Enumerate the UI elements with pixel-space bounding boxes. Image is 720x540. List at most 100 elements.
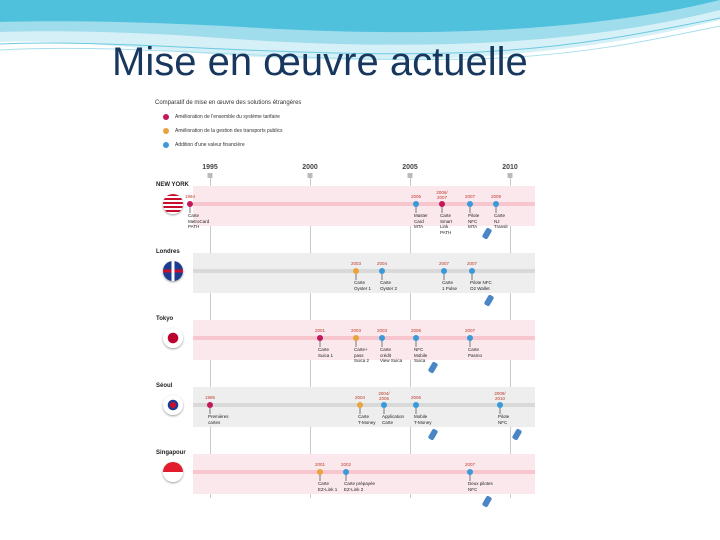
event-marker bbox=[381, 402, 387, 408]
event-marker bbox=[497, 402, 503, 408]
event-marker bbox=[413, 335, 419, 341]
timeline-figure: Comparatif de mise en œuvre des solution… bbox=[153, 98, 543, 508]
event-stem bbox=[381, 274, 383, 280]
event-stem bbox=[355, 274, 357, 280]
event-label: Carte MetroCard PATH bbox=[188, 213, 210, 229]
city-band bbox=[193, 186, 535, 226]
event-stem bbox=[355, 341, 357, 347]
page-title: Mise en œuvre actuelle bbox=[112, 40, 528, 84]
city-band bbox=[193, 387, 535, 427]
event-year: 2003 bbox=[350, 328, 362, 333]
event-label: Carte prépayée EZ-Link 2 bbox=[344, 481, 376, 492]
legend-item: Amélioration de la gestion des transport… bbox=[163, 128, 283, 134]
event-year: 2008 bbox=[490, 194, 502, 199]
event-label: Carte Oyster 1 bbox=[354, 280, 372, 291]
event-year: 2007 bbox=[466, 261, 478, 266]
year-label: 2000 bbox=[302, 164, 318, 171]
event-year: 2003 bbox=[350, 261, 362, 266]
legend-label: Amélioration de l'ensemble du système ta… bbox=[175, 114, 280, 120]
event-stem bbox=[499, 408, 501, 414]
event-marker bbox=[317, 469, 323, 475]
event-year: 2009/ 2010 bbox=[494, 391, 506, 401]
city-flag-icon bbox=[163, 462, 183, 482]
event-year: 2004 bbox=[376, 261, 388, 266]
city-band bbox=[193, 253, 535, 293]
year-tick bbox=[507, 173, 513, 178]
event-label: Carte Suica 1 bbox=[318, 347, 334, 358]
year-label: 2010 bbox=[502, 164, 518, 171]
city-timeline bbox=[193, 403, 535, 407]
event-marker bbox=[467, 469, 473, 475]
event-year: 2007 bbox=[464, 328, 476, 333]
event-year: 2002 bbox=[340, 462, 352, 467]
event-marker bbox=[441, 268, 447, 274]
event-label: Carte EZ-Link 1 bbox=[318, 481, 338, 492]
event-label: NFC Mobile Suica bbox=[414, 347, 428, 363]
legend-item: Addition d'une valeur financière bbox=[163, 142, 245, 148]
event-stem bbox=[189, 207, 191, 213]
event-marker bbox=[379, 268, 385, 274]
event-marker bbox=[413, 201, 419, 207]
event-year: 1994 bbox=[184, 194, 196, 199]
legend-label: Addition d'une valeur financière bbox=[175, 142, 245, 148]
event-year: 2006 bbox=[410, 194, 422, 199]
event-stem bbox=[469, 207, 471, 213]
year-tick bbox=[207, 173, 213, 178]
event-label: Pilote NFC MTA bbox=[468, 213, 480, 229]
city-name: Séoul bbox=[156, 383, 173, 389]
event-label: Carte Oyster 2 bbox=[380, 280, 398, 291]
event-year: 2004 bbox=[354, 395, 366, 400]
year-label: 2005 bbox=[402, 164, 418, 171]
mobile-phone-icon bbox=[427, 428, 439, 441]
city-timeline bbox=[193, 336, 535, 340]
event-marker bbox=[467, 201, 473, 207]
event-stem bbox=[319, 341, 321, 347]
city-flag-icon bbox=[163, 261, 183, 281]
event-label: Carte Pasmo bbox=[468, 347, 483, 358]
event-stem bbox=[469, 341, 471, 347]
event-marker bbox=[357, 402, 363, 408]
event-marker bbox=[493, 201, 499, 207]
year-tick bbox=[407, 173, 413, 178]
event-stem bbox=[415, 341, 417, 347]
event-year: 2006 bbox=[410, 328, 422, 333]
event-label: Pilote NFC O2 Wallet bbox=[470, 280, 492, 291]
event-marker bbox=[353, 268, 359, 274]
year-label: 1995 bbox=[202, 164, 218, 171]
event-label: Carte T-Money bbox=[358, 414, 376, 425]
event-label: Carte+ pass Suica 2 bbox=[354, 347, 370, 363]
city-flag-icon bbox=[163, 328, 183, 348]
city-flag-icon bbox=[163, 194, 183, 214]
event-label: Carte 1 Pulse bbox=[442, 280, 458, 291]
event-stem bbox=[441, 207, 443, 213]
event-label: Premières cartes bbox=[208, 414, 229, 425]
legend-dot bbox=[163, 114, 169, 120]
city-timeline bbox=[193, 269, 535, 273]
event-stem bbox=[209, 408, 211, 414]
event-marker bbox=[413, 402, 419, 408]
figure-title: Comparatif de mise en œuvre des solution… bbox=[155, 100, 302, 106]
year-tick bbox=[307, 173, 313, 178]
event-year: 2007 bbox=[438, 261, 450, 266]
event-marker bbox=[353, 335, 359, 341]
legend-dot bbox=[163, 128, 169, 134]
event-year: 2006 bbox=[410, 395, 422, 400]
event-label: Master Card MTA bbox=[414, 213, 428, 229]
event-stem bbox=[471, 274, 473, 280]
event-year: 2007 bbox=[464, 194, 476, 199]
city-name: Londres bbox=[156, 249, 180, 255]
event-marker bbox=[379, 335, 385, 341]
city-band bbox=[193, 454, 535, 494]
event-stem bbox=[415, 207, 417, 213]
event-year: 2006/ 2007 bbox=[436, 190, 448, 200]
event-year: 2003 bbox=[376, 328, 388, 333]
event-marker bbox=[439, 201, 445, 207]
event-year: 1995 bbox=[204, 395, 216, 400]
city-name: Tokyo bbox=[156, 316, 174, 322]
event-label: Application Carte bbox=[382, 414, 405, 425]
event-label: Mobile T-Money bbox=[414, 414, 432, 425]
event-marker bbox=[343, 469, 349, 475]
event-marker bbox=[187, 201, 193, 207]
event-stem bbox=[359, 408, 361, 414]
event-marker bbox=[317, 335, 323, 341]
